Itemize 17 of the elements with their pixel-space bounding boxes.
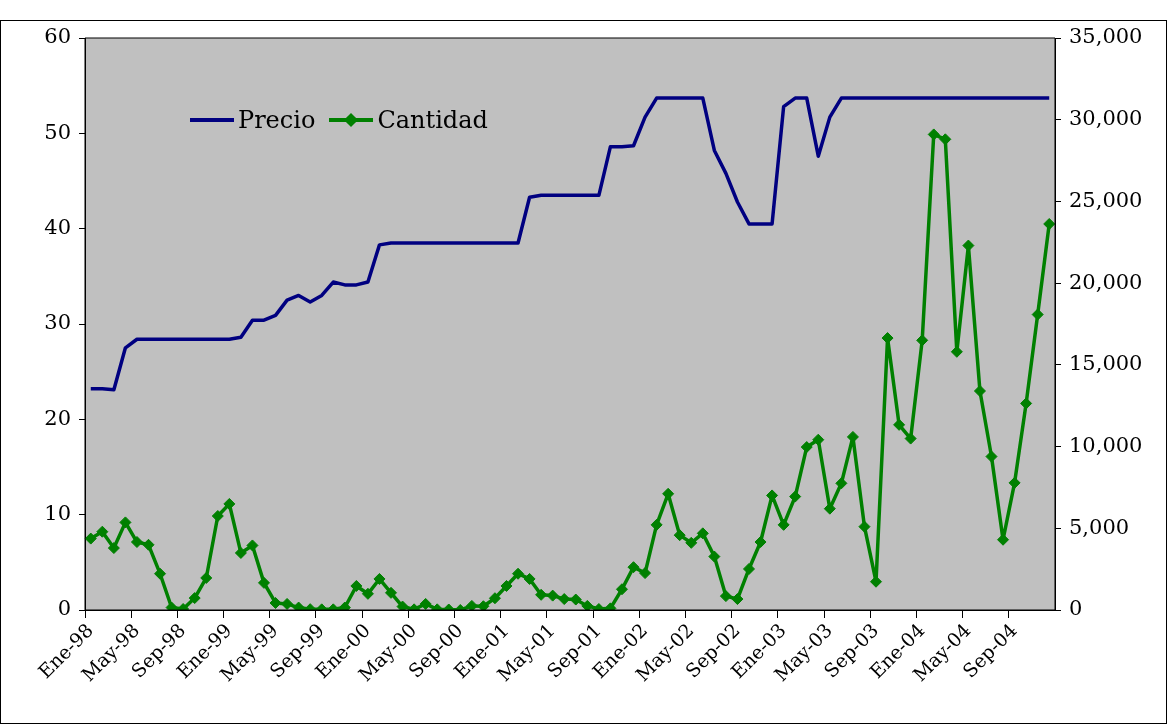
y-tick-label: 20 bbox=[44, 405, 71, 430]
y-tick-label: 0 bbox=[57, 596, 71, 621]
y2-tick-label: 20,000 bbox=[1069, 269, 1143, 294]
y2-tick-label: 10,000 bbox=[1069, 433, 1143, 458]
y-tick-label: 10 bbox=[44, 501, 71, 526]
y2-tick-label: 0 bbox=[1069, 596, 1083, 621]
y-tick-label: 60 bbox=[44, 24, 71, 49]
y2-tick-label: 35,000 bbox=[1069, 24, 1143, 49]
legend-label: Precio bbox=[238, 106, 316, 134]
y2-tick-label: 25,000 bbox=[1069, 187, 1143, 212]
legend-label: Cantidad bbox=[377, 106, 488, 134]
y-tick-label: 30 bbox=[44, 310, 71, 335]
y-tick-label: 40 bbox=[44, 215, 71, 240]
y-tick-label: 50 bbox=[44, 119, 71, 144]
y2-tick-label: 30,000 bbox=[1069, 106, 1143, 131]
y2-tick-label: 5,000 bbox=[1069, 514, 1130, 539]
y2-tick-label: 15,000 bbox=[1069, 351, 1143, 376]
